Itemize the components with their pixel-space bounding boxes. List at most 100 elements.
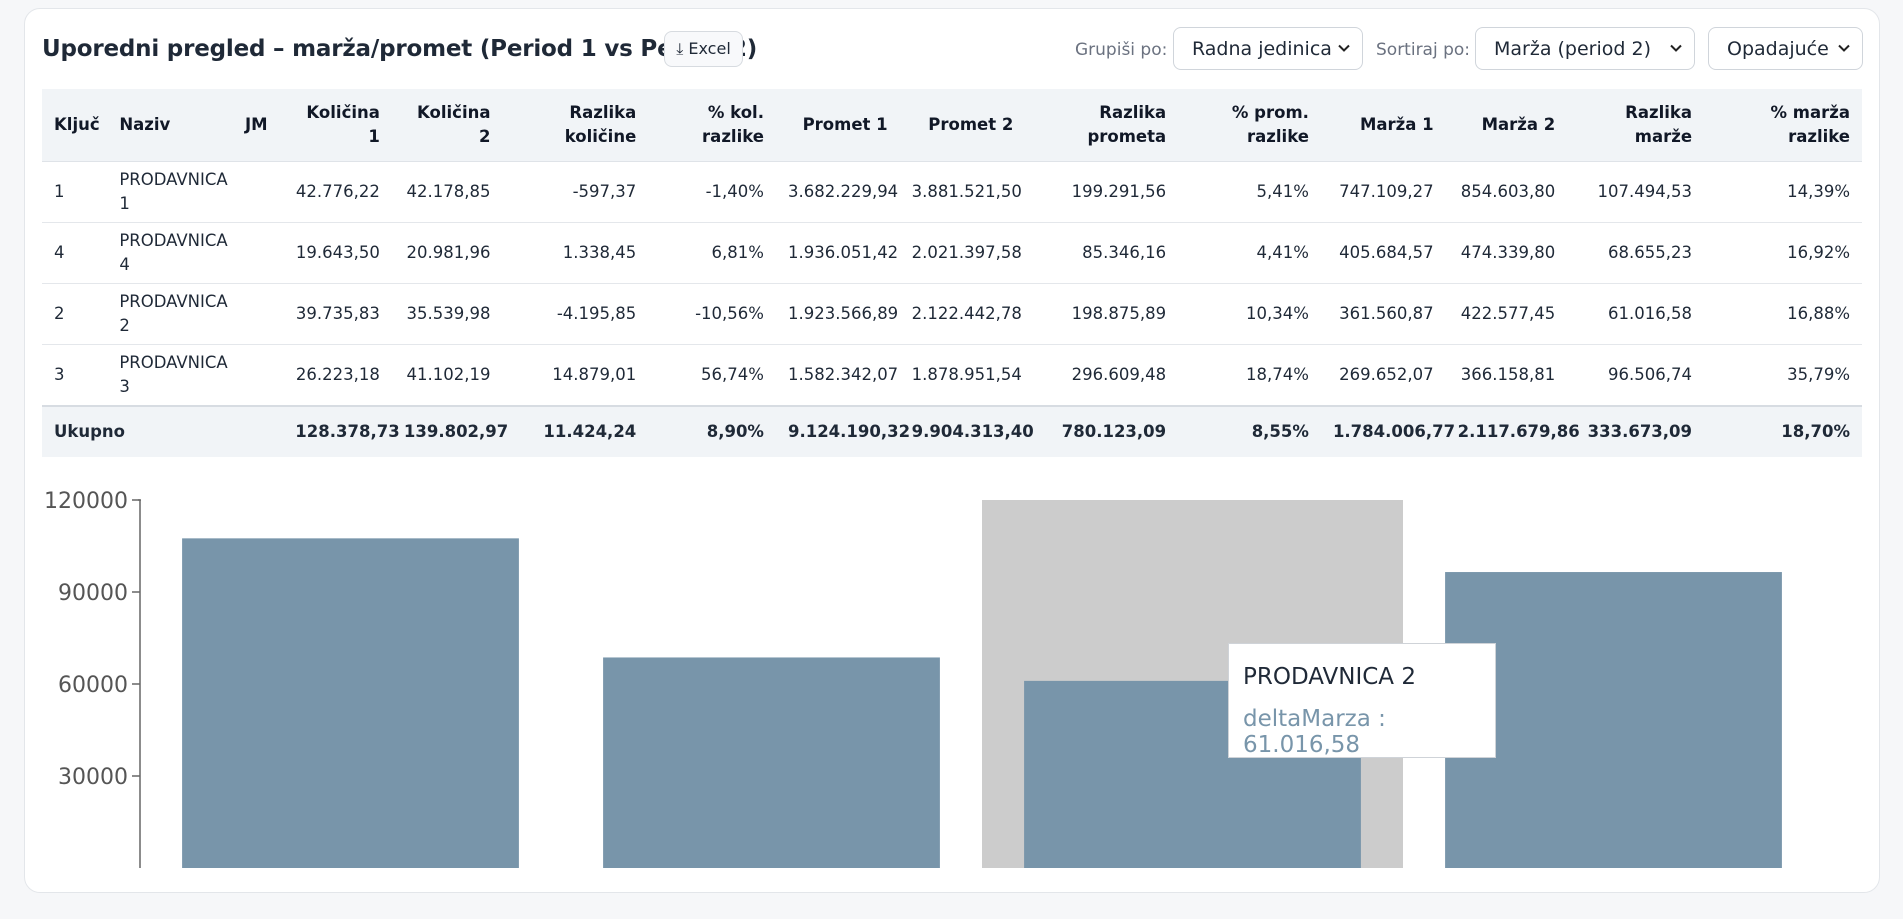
table-cell: 42.178,85 xyxy=(391,161,503,223)
table-cell: 1.878.951,54 xyxy=(899,344,1026,407)
tooltip-title: PRODAVNICA 2 xyxy=(1243,664,1416,690)
sort-by-select[interactable]: Marža (period 2) xyxy=(1475,27,1695,70)
table-cell: -597,37 xyxy=(502,161,649,223)
table-cell: -10,56% xyxy=(648,283,776,345)
chevron-down-icon xyxy=(1338,44,1350,52)
total-cell: 8,55% xyxy=(1178,405,1321,457)
table-cell: 3 xyxy=(42,344,108,407)
chart-tooltip: PRODAVNICA 2 deltaMarza : 61.016,58 xyxy=(1228,643,1496,758)
chart-bar[interactable] xyxy=(1445,572,1782,868)
table-cell: 4 xyxy=(42,222,108,284)
group-by-value: Radna jedinica xyxy=(1192,37,1332,60)
table-cell: 26.223,18 xyxy=(283,344,392,407)
table-header-row: Ključ Naziv JM Količina 1 Količina 2 Raz… xyxy=(42,89,1862,162)
y-axis-tick-label: 60000 xyxy=(58,673,128,698)
table-cell: 2.021.397,58 xyxy=(899,222,1026,284)
table-cell: 35.539,98 xyxy=(391,283,503,345)
table-cell: 96.506,74 xyxy=(1567,344,1705,407)
total-cell: 18,70% xyxy=(1704,405,1862,457)
col-header[interactable]: % marža razlike xyxy=(1704,89,1862,162)
table-cell: 5,41% xyxy=(1178,161,1321,223)
excel-export-button[interactable]: ⤓ Excel xyxy=(664,31,743,67)
page-title: Uporedni pregled – marža/promet (Period … xyxy=(42,36,758,62)
total-cell: 333.673,09 xyxy=(1567,405,1705,457)
sort-order-select[interactable]: Opadajuće xyxy=(1708,27,1863,70)
table-cell: 1.923.566,89 xyxy=(775,283,900,345)
chart-bar[interactable] xyxy=(182,538,519,868)
table-cell: 39.735,83 xyxy=(283,283,392,345)
table-cell: 56,74% xyxy=(648,344,776,407)
table-cell: 35,79% xyxy=(1704,344,1862,407)
total-cell: 128.378,73 xyxy=(283,405,400,457)
col-header[interactable]: JM xyxy=(233,89,284,162)
col-header[interactable]: Promet 1 xyxy=(775,89,900,162)
total-cell: 9.124.190,32 xyxy=(775,405,910,457)
total-cell: 9.904.313,40 xyxy=(899,405,1034,457)
col-header[interactable]: Razlika količine xyxy=(502,89,649,162)
col-header[interactable]: Marža 2 xyxy=(1445,89,1568,162)
col-header[interactable]: Marža 1 xyxy=(1320,89,1446,162)
table-cell: 6,81% xyxy=(648,222,776,284)
table-row[interactable]: 1 PRODAVNICA 1 42.776,22 42.178,85 -597,37 -1… xyxy=(42,161,1862,223)
table-cell: 16,88% xyxy=(1704,283,1862,345)
table-cell: 10,34% xyxy=(1178,283,1321,345)
table-cell: 107.494,53 xyxy=(1567,161,1705,223)
total-cell: 2.117.679,86 xyxy=(1445,405,1580,457)
table-cell: 42.776,22 xyxy=(283,161,392,223)
table-cell: 20.981,96 xyxy=(391,222,503,284)
group-by-select[interactable]: Radna jedinica xyxy=(1173,27,1363,70)
y-axis-tick-label: 30000 xyxy=(58,765,128,790)
sort-by-label: Sortiraj po: xyxy=(1376,40,1471,60)
y-axis-tick-label: 90000 xyxy=(58,581,128,606)
col-header[interactable]: Promet 2 xyxy=(899,89,1026,162)
table-cell: 1.936.051,42 xyxy=(775,222,900,284)
tooltip-value: deltaMarza : 61.016,58 xyxy=(1243,706,1386,758)
table-cell: 4,41% xyxy=(1178,222,1321,284)
table-row[interactable]: 4 PRODAVNICA 4 19.643,50 20.981,96 1.338,45 6… xyxy=(42,222,1862,284)
table-row[interactable]: 3 PRODAVNICA 3 26.223,18 41.102,19 14.879,01… xyxy=(42,344,1862,407)
table-cell: 3.682.229,94 xyxy=(775,161,900,223)
col-header[interactable]: % prom. razlike xyxy=(1178,89,1321,162)
total-cell: 11.424,24 xyxy=(502,405,649,457)
table-cell: 405.684,57 xyxy=(1320,222,1446,284)
table-cell: 61.016,58 xyxy=(1567,283,1705,345)
total-cell: 780.123,09 xyxy=(1025,405,1179,457)
table-cell: 854.603,80 xyxy=(1445,161,1568,223)
chart-bar[interactable] xyxy=(603,657,940,868)
chevron-down-icon xyxy=(1838,44,1850,52)
col-header[interactable]: Razlika prometa xyxy=(1025,89,1179,162)
total-row: Ukupno 128.378,73 139.802,97 11.424,24 8… xyxy=(42,405,1862,457)
y-axis-tick-label: 120000 xyxy=(44,489,128,514)
col-header[interactable]: Razlika marže xyxy=(1567,89,1705,162)
table-cell: 2 xyxy=(42,283,108,345)
store-name-cell: PRODAVNICA 4 xyxy=(107,222,234,284)
table-cell: 296.609,48 xyxy=(1025,344,1179,407)
col-header[interactable]: % kol. razlike xyxy=(648,89,776,162)
sort-by-value: Marža (period 2) xyxy=(1494,37,1651,60)
table-cell: 3.881.521,50 xyxy=(899,161,1026,223)
table-cell: 1.338,45 xyxy=(502,222,649,284)
table-cell: -1,40% xyxy=(648,161,776,223)
table-row[interactable]: 2 PRODAVNICA 2 39.735,83 35.539,98 -4.195,85… xyxy=(42,283,1862,345)
table-cell: 361.560,87 xyxy=(1320,283,1446,345)
table-cell: -4.195,85 xyxy=(502,283,649,345)
table-cell: 422.577,45 xyxy=(1445,283,1568,345)
table-cell: 269.652,07 xyxy=(1320,344,1446,407)
table-cell: 14.879,01 xyxy=(502,344,649,407)
col-header[interactable]: Naziv xyxy=(107,89,234,162)
store-name-cell: PRODAVNICA 1 xyxy=(107,161,234,223)
table-cell: 14,39% xyxy=(1704,161,1862,223)
col-header[interactable]: Količina 1 xyxy=(283,89,392,162)
table-cell: 1.582.342,07 xyxy=(775,344,900,407)
comparison-table: Ključ Naziv JM Količina 1 Količina 2 Raz… xyxy=(42,89,1862,457)
table-cell xyxy=(233,283,284,345)
table-cell: 16,92% xyxy=(1704,222,1862,284)
sort-order-value: Opadajuće xyxy=(1727,37,1829,60)
table-cell xyxy=(233,222,284,284)
total-cell: 1.784.006,77 xyxy=(1320,405,1455,457)
total-label: Ukupno xyxy=(42,405,284,457)
col-header[interactable]: Ključ xyxy=(42,89,108,162)
col-header[interactable]: Količina 2 xyxy=(391,89,503,162)
table-cell: 2.122.442,78 xyxy=(899,283,1026,345)
